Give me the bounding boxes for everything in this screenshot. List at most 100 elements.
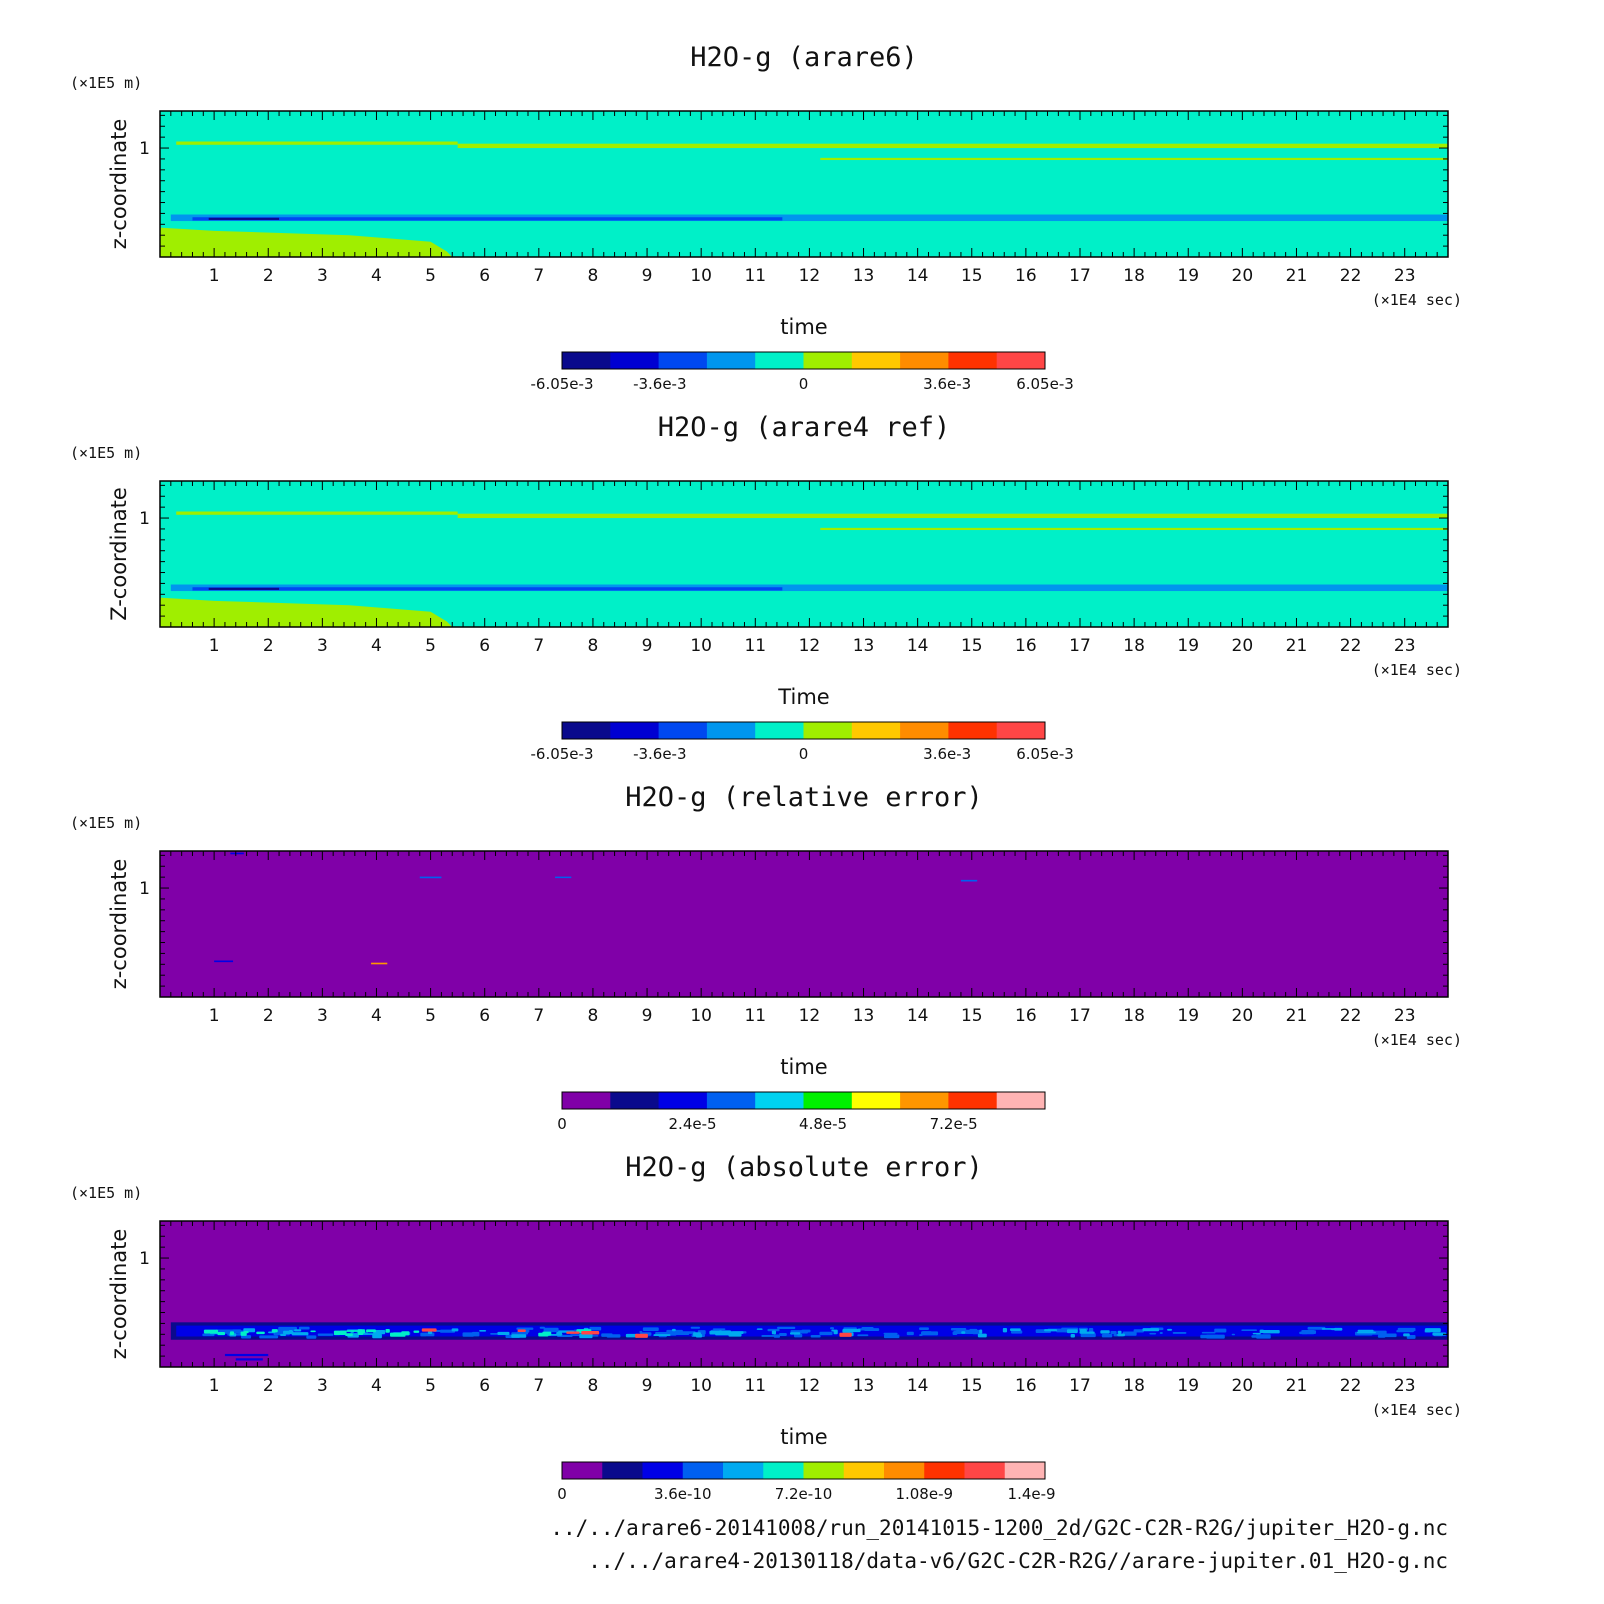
contour-region xyxy=(230,852,244,855)
x-tick-label: 20 xyxy=(1232,636,1254,656)
colorbar-swatch xyxy=(803,1462,845,1479)
colorbar-frame xyxy=(561,351,1046,370)
chart-title: H2O-g (arare6) xyxy=(690,42,918,73)
x-tick-label: 5 xyxy=(425,266,436,286)
contour-region xyxy=(224,1353,269,1357)
contour-speckle xyxy=(635,1333,648,1338)
contour-speckle xyxy=(1142,1328,1160,1332)
plot-area xyxy=(160,481,1448,627)
contour-speckle xyxy=(420,1332,427,1337)
x-unit-label: (×1E4 sec) xyxy=(1372,661,1462,679)
x-tick-label: 11 xyxy=(744,266,766,286)
colorbar-swatch xyxy=(948,722,998,739)
contour-speckle xyxy=(819,1331,833,1336)
y-unit-label: (×1E5 m) xyxy=(70,814,142,832)
tick-marks xyxy=(160,111,1449,257)
x-tick-label: 17 xyxy=(1069,1376,1091,1396)
contour-speckle xyxy=(1117,1333,1125,1337)
contour-speckle xyxy=(217,1331,226,1336)
colorbar-label: -3.6e-3 xyxy=(633,745,686,763)
y-unit-label: (×1E5 m) xyxy=(70,444,142,462)
contour-speckle xyxy=(801,1329,811,1333)
contour-speckle xyxy=(884,1334,891,1337)
y-axis-label: z-coordinate xyxy=(107,859,131,990)
contour-speckle xyxy=(1002,1328,1008,1333)
colorbar-label: 6.05e-3 xyxy=(1016,375,1074,393)
contour-region xyxy=(160,227,453,257)
colorbar-swatch xyxy=(924,1462,965,1479)
contour-speckle xyxy=(1378,1333,1397,1338)
colorbar-swatch xyxy=(900,352,949,369)
contour-speckle xyxy=(345,1333,353,1336)
y-tick-label: 1 xyxy=(139,1249,150,1269)
x-tick-label: 10 xyxy=(690,636,712,656)
contour-speckle xyxy=(767,1328,780,1332)
x-tick-label: 15 xyxy=(961,266,983,286)
y-tick-label: 1 xyxy=(139,139,150,159)
x-tick-label: 13 xyxy=(853,1376,875,1396)
colorbar-label: 0 xyxy=(557,1115,567,1133)
x-tick-label: 22 xyxy=(1340,1376,1362,1396)
contour-speckle xyxy=(1403,1333,1410,1337)
chart-panel-4: H2O-g (absolute error)(×1E5 m)1 2 3 4 5 6 7 8 9 1… xyxy=(70,1152,1462,1503)
colorbar-label: 1.4e-9 xyxy=(1008,1485,1056,1503)
colorbar-swatch xyxy=(803,1092,853,1109)
x-tick-label: 3 xyxy=(317,266,328,286)
colorbar-swatch xyxy=(706,722,756,739)
contour-speckle xyxy=(1214,1328,1227,1333)
x-tick-label: 2 xyxy=(263,636,274,656)
x-tick-label: 23 xyxy=(1394,1376,1416,1396)
colorbar-label: 7.2e-5 xyxy=(930,1115,978,1133)
contour-speckle xyxy=(317,1333,334,1336)
x-tick-label: 8 xyxy=(588,1376,599,1396)
x-tick-label: 1 xyxy=(209,1006,220,1026)
x-tick-label: 11 xyxy=(744,636,766,656)
contour-speckle xyxy=(339,1330,347,1335)
tick-marks xyxy=(160,1221,1449,1367)
contour-speckle xyxy=(1397,1327,1416,1332)
x-axis-label: Time xyxy=(777,685,829,709)
contour-speckle xyxy=(1088,1328,1094,1332)
x-tick-label: 1 xyxy=(209,1376,220,1396)
colorbar-swatch xyxy=(803,352,853,369)
x-tick-label: 2 xyxy=(263,1006,274,1026)
x-tick-label: 7 xyxy=(533,636,544,656)
x-tick-label: 4 xyxy=(371,1006,382,1026)
colorbar-swatch xyxy=(562,1462,603,1479)
x-tick-label: 17 xyxy=(1069,1006,1091,1026)
contour-region xyxy=(371,962,388,965)
contour-speckle xyxy=(1011,1330,1023,1334)
colorbar-swatch xyxy=(658,1092,708,1109)
x-tick-label: 21 xyxy=(1286,636,1308,656)
x-tick-label: 16 xyxy=(1015,636,1037,656)
colorbar-label: 4.8e-5 xyxy=(799,1115,847,1133)
x-tick-label: 3 xyxy=(317,1376,328,1396)
x-tick-label: 8 xyxy=(588,636,599,656)
colorbar-swatch xyxy=(755,1092,804,1109)
contour-speckle xyxy=(542,1331,552,1336)
colorbar-swatch xyxy=(1004,1462,1046,1479)
contour-speckle xyxy=(516,1327,534,1330)
contour-speckle xyxy=(639,1330,643,1334)
contour-region xyxy=(457,513,1448,519)
x-tick-label: 2 xyxy=(263,266,274,286)
contour-speckle xyxy=(280,1333,287,1336)
x-tick-label: 6 xyxy=(479,266,490,286)
footer-path-2: ../../arare4-20130118/data-v6/G2C-C2R-R2… xyxy=(588,1549,1448,1573)
contour-region xyxy=(176,1325,1448,1337)
contour-region xyxy=(208,587,280,590)
contour-speckle xyxy=(1066,1329,1078,1334)
contour-region xyxy=(960,879,978,882)
x-tick-label: 12 xyxy=(799,1376,821,1396)
contour-speckle xyxy=(366,1329,376,1333)
x-tick-label: 20 xyxy=(1232,1006,1254,1026)
colorbar-swatch xyxy=(964,1462,1006,1479)
contour-speckle xyxy=(756,1328,763,1330)
contour-speckle xyxy=(1321,1328,1339,1330)
plot-frame xyxy=(159,1220,1449,1368)
x-tick-label: 9 xyxy=(642,636,653,656)
contour-speckle xyxy=(203,1329,219,1334)
x-tick-label: 16 xyxy=(1015,1376,1037,1396)
contour-speckle xyxy=(906,1331,914,1336)
x-unit-label: (×1E4 sec) xyxy=(1372,1401,1462,1419)
